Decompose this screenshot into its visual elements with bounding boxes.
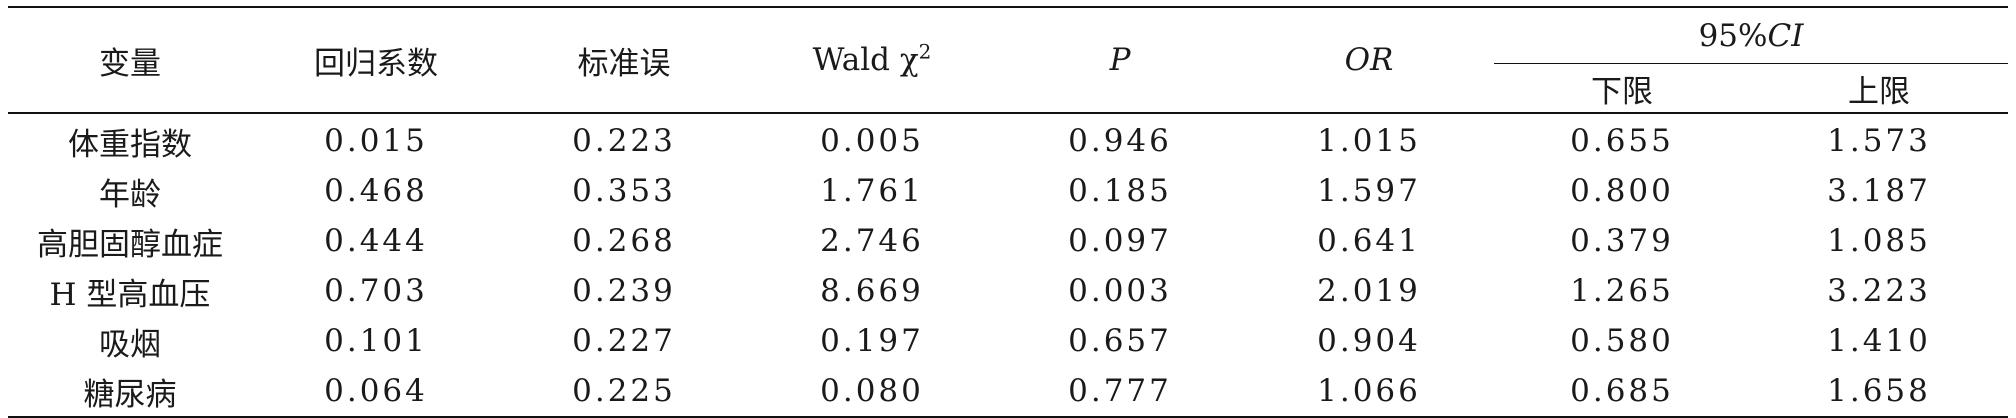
cell-wald: 8.669 (820, 273, 924, 309)
cell-odds-ratio: 2.019 (1317, 273, 1421, 309)
header-confidence-interval: 95%CI (1494, 7, 2008, 64)
cell-ci-lower: 0.580 (1570, 323, 1674, 359)
cell-odds-ratio: 0.641 (1317, 223, 1421, 259)
cell-ci-lower: 1.265 (1570, 273, 1674, 309)
header-ci-italic: CI (1767, 18, 1804, 54)
cell-ci-upper: 1.085 (1827, 223, 1931, 259)
cell-wald: 0.197 (820, 323, 924, 359)
cell-standard-error: 0.353 (572, 173, 676, 209)
cell-odds-ratio: 0.904 (1317, 323, 1421, 359)
cell-odds-ratio: 1.066 (1317, 373, 1421, 409)
cell-coefficient: 0.444 (324, 223, 428, 259)
cell-odds-ratio: 1.597 (1317, 173, 1421, 209)
ci-divider-line (1494, 63, 2008, 64)
header-ci-lower: 下限 (1591, 73, 1653, 110)
cell-variable: 体重指数 (68, 126, 192, 163)
header-wald-chi-square: Wald χ2 (748, 7, 996, 113)
logistic-regression-table: 变量 回归系数 标准误 Wald χ2 P OR 95%CI 下限 上限 体重指… (8, 6, 2008, 418)
cell-variable: H 型高血压 (49, 276, 211, 313)
cell-ci-lower: 0.655 (1570, 123, 1674, 159)
cell-p-value: 0.946 (1068, 123, 1172, 159)
cell-coefficient: 0.468 (324, 173, 428, 209)
cell-standard-error: 0.227 (572, 323, 676, 359)
cell-ci-upper: 1.573 (1827, 123, 1931, 159)
cell-ci-upper: 3.223 (1827, 273, 1931, 309)
header-p-value: P (1109, 42, 1131, 78)
header-odds-ratio: OR (1344, 42, 1394, 78)
header-ci-prefix: 95% (1698, 18, 1768, 54)
header-wald-base: Wald χ (812, 42, 919, 78)
table-row: 年龄 0.468 0.353 1.761 0.185 1.597 0.800 3… (8, 166, 2008, 216)
cell-standard-error: 0.223 (572, 123, 676, 159)
cell-coefficient: 0.064 (324, 373, 428, 409)
cell-p-value: 0.777 (1068, 373, 1172, 409)
header-variable: 变量 (99, 45, 161, 82)
cell-p-value: 0.657 (1068, 323, 1172, 359)
table-row: 体重指数 0.015 0.223 0.005 0.946 1.015 0.655… (8, 113, 2008, 166)
cell-ci-upper: 1.410 (1827, 323, 1931, 359)
cell-standard-error: 0.225 (572, 373, 676, 409)
table-header: 变量 回归系数 标准误 Wald χ2 P OR 95%CI 下限 上限 (8, 7, 2008, 113)
cell-ci-lower: 0.800 (1570, 173, 1674, 209)
table-row: 吸烟 0.101 0.227 0.197 0.657 0.904 0.580 1… (8, 316, 2008, 366)
cell-p-value: 0.185 (1068, 173, 1172, 209)
cell-odds-ratio: 1.015 (1317, 123, 1421, 159)
cell-coefficient: 0.101 (324, 323, 428, 359)
cell-standard-error: 0.268 (572, 223, 676, 259)
cell-p-value: 0.003 (1068, 273, 1172, 309)
cell-variable: 高胆固醇血症 (37, 226, 223, 263)
cell-variable: 糖尿病 (83, 376, 177, 413)
cell-standard-error: 0.239 (572, 273, 676, 309)
header-wald-superscript: 2 (918, 39, 932, 64)
cell-wald: 2.746 (820, 223, 924, 259)
cell-coefficient: 0.015 (324, 123, 428, 159)
header-coefficient: 回归系数 (314, 45, 438, 82)
header-ci-upper: 上限 (1848, 73, 1910, 110)
cell-ci-lower: 0.379 (1570, 223, 1674, 259)
table-row: 糖尿病 0.064 0.225 0.080 0.777 1.066 0.685 … (8, 366, 2008, 417)
cell-variable: 吸烟 (99, 326, 161, 363)
table-row: H 型高血压 0.703 0.239 8.669 0.003 2.019 1.2… (8, 266, 2008, 316)
table-row: 高胆固醇血症 0.444 0.268 2.746 0.097 0.641 0.3… (8, 216, 2008, 266)
cell-coefficient: 0.703 (324, 273, 428, 309)
cell-ci-upper: 1.658 (1827, 373, 1931, 409)
cell-ci-lower: 0.685 (1570, 373, 1674, 409)
header-standard-error: 标准误 (577, 45, 671, 82)
cell-wald: 0.005 (820, 123, 924, 159)
cell-wald: 0.080 (820, 373, 924, 409)
cell-p-value: 0.097 (1068, 223, 1172, 259)
table-body: 体重指数 0.015 0.223 0.005 0.946 1.015 0.655… (8, 113, 2008, 417)
cell-wald: 1.761 (820, 173, 924, 209)
cell-variable: 年龄 (99, 176, 161, 213)
cell-ci-upper: 3.187 (1827, 173, 1931, 209)
